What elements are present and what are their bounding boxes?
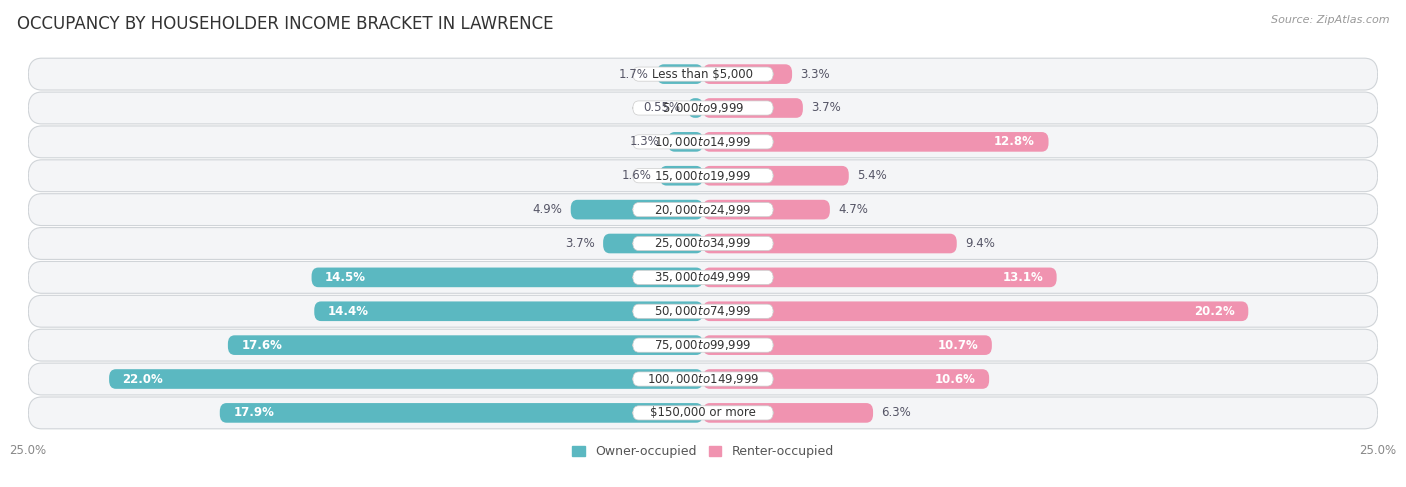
FancyBboxPatch shape — [28, 329, 1378, 361]
FancyBboxPatch shape — [633, 372, 773, 386]
Text: $20,000 to $24,999: $20,000 to $24,999 — [654, 203, 752, 217]
FancyBboxPatch shape — [312, 267, 703, 287]
FancyBboxPatch shape — [659, 166, 703, 186]
Text: 10.7%: 10.7% — [938, 338, 979, 352]
Text: 3.3%: 3.3% — [800, 68, 830, 81]
Text: 10.6%: 10.6% — [935, 373, 976, 386]
Text: $5,000 to $9,999: $5,000 to $9,999 — [662, 101, 744, 115]
FancyBboxPatch shape — [28, 363, 1378, 395]
Text: $150,000 or more: $150,000 or more — [650, 406, 756, 419]
FancyBboxPatch shape — [571, 200, 703, 220]
FancyBboxPatch shape — [28, 227, 1378, 260]
Text: 22.0%: 22.0% — [122, 373, 163, 386]
FancyBboxPatch shape — [603, 234, 703, 253]
Text: 12.8%: 12.8% — [994, 135, 1035, 149]
Text: 0.55%: 0.55% — [643, 101, 681, 114]
Text: 4.9%: 4.9% — [533, 203, 562, 216]
FancyBboxPatch shape — [28, 92, 1378, 124]
FancyBboxPatch shape — [633, 67, 773, 81]
Text: 5.4%: 5.4% — [856, 169, 887, 182]
FancyBboxPatch shape — [28, 194, 1378, 225]
FancyBboxPatch shape — [633, 236, 773, 251]
Text: $100,000 to $149,999: $100,000 to $149,999 — [647, 372, 759, 386]
Text: $50,000 to $74,999: $50,000 to $74,999 — [654, 304, 752, 318]
FancyBboxPatch shape — [703, 166, 849, 186]
Text: 1.7%: 1.7% — [619, 68, 650, 81]
Text: 1.3%: 1.3% — [630, 135, 659, 149]
Text: OCCUPANCY BY HOUSEHOLDER INCOME BRACKET IN LAWRENCE: OCCUPANCY BY HOUSEHOLDER INCOME BRACKET … — [17, 15, 554, 33]
Text: 17.6%: 17.6% — [242, 338, 283, 352]
FancyBboxPatch shape — [28, 126, 1378, 158]
FancyBboxPatch shape — [28, 295, 1378, 327]
FancyBboxPatch shape — [28, 262, 1378, 293]
FancyBboxPatch shape — [703, 132, 1049, 151]
Text: 20.2%: 20.2% — [1194, 305, 1234, 318]
FancyBboxPatch shape — [228, 336, 703, 355]
FancyBboxPatch shape — [633, 203, 773, 217]
FancyBboxPatch shape — [703, 98, 803, 118]
FancyBboxPatch shape — [633, 270, 773, 284]
FancyBboxPatch shape — [703, 301, 1249, 321]
FancyBboxPatch shape — [703, 234, 956, 253]
Text: 14.4%: 14.4% — [328, 305, 368, 318]
Text: $25,000 to $34,999: $25,000 to $34,999 — [654, 237, 752, 250]
Text: Source: ZipAtlas.com: Source: ZipAtlas.com — [1271, 15, 1389, 25]
Text: Less than $5,000: Less than $5,000 — [652, 68, 754, 81]
FancyBboxPatch shape — [633, 101, 773, 115]
FancyBboxPatch shape — [633, 135, 773, 149]
FancyBboxPatch shape — [703, 336, 991, 355]
FancyBboxPatch shape — [703, 267, 1057, 287]
Text: 9.4%: 9.4% — [965, 237, 994, 250]
FancyBboxPatch shape — [688, 98, 703, 118]
FancyBboxPatch shape — [703, 200, 830, 220]
FancyBboxPatch shape — [28, 58, 1378, 90]
Text: $75,000 to $99,999: $75,000 to $99,999 — [654, 338, 752, 352]
FancyBboxPatch shape — [703, 403, 873, 423]
FancyBboxPatch shape — [668, 132, 703, 151]
FancyBboxPatch shape — [657, 64, 703, 84]
Text: 13.1%: 13.1% — [1002, 271, 1043, 284]
Text: 1.6%: 1.6% — [621, 169, 652, 182]
Text: 3.7%: 3.7% — [811, 101, 841, 114]
Text: $15,000 to $19,999: $15,000 to $19,999 — [654, 169, 752, 183]
FancyBboxPatch shape — [219, 403, 703, 423]
FancyBboxPatch shape — [633, 169, 773, 183]
Legend: Owner-occupied, Renter-occupied: Owner-occupied, Renter-occupied — [568, 440, 838, 463]
FancyBboxPatch shape — [703, 64, 792, 84]
FancyBboxPatch shape — [633, 304, 773, 318]
Text: $35,000 to $49,999: $35,000 to $49,999 — [654, 270, 752, 284]
FancyBboxPatch shape — [28, 397, 1378, 429]
FancyBboxPatch shape — [703, 369, 990, 389]
Text: 6.3%: 6.3% — [882, 406, 911, 419]
FancyBboxPatch shape — [315, 301, 703, 321]
Text: 3.7%: 3.7% — [565, 237, 595, 250]
Text: 4.7%: 4.7% — [838, 203, 868, 216]
FancyBboxPatch shape — [28, 160, 1378, 192]
FancyBboxPatch shape — [633, 338, 773, 352]
Text: 17.9%: 17.9% — [233, 406, 274, 419]
FancyBboxPatch shape — [633, 406, 773, 420]
FancyBboxPatch shape — [110, 369, 703, 389]
Text: 14.5%: 14.5% — [325, 271, 366, 284]
Text: $10,000 to $14,999: $10,000 to $14,999 — [654, 135, 752, 149]
